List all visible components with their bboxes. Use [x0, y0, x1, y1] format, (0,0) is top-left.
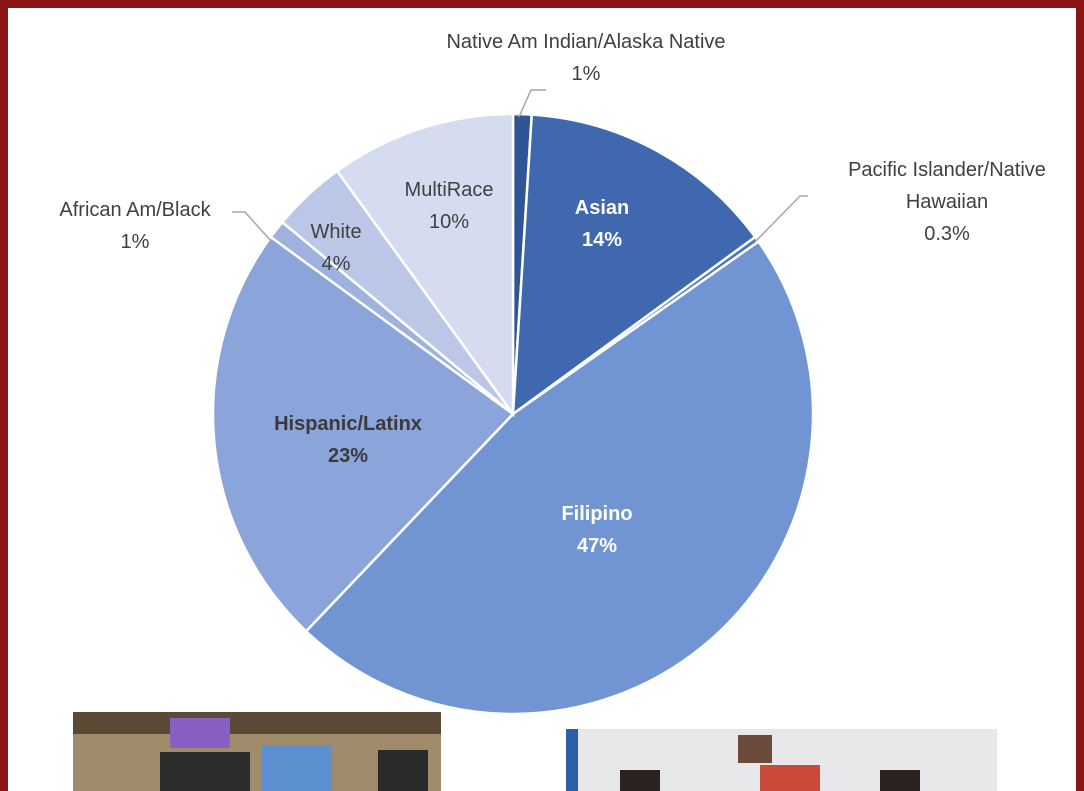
slice-percent: 10%	[428, 211, 470, 233]
slice-name: MultiRace	[404, 179, 494, 201]
photo-part	[620, 770, 660, 791]
pie-slice	[511, 113, 757, 417]
slice-name: African Am/Black	[59, 199, 211, 221]
pie-slice	[304, 239, 815, 716]
photo-part	[160, 752, 250, 791]
pie-slice	[335, 112, 515, 418]
slice-percent: 14%	[581, 229, 623, 251]
leader-lines	[232, 89, 808, 245]
slice-label: Native Am Indian/Alaska Native 1%	[386, 26, 786, 90]
leader-line	[518, 89, 546, 118]
slice-name: Hispanic/Latinx	[274, 413, 422, 435]
photo-part	[738, 735, 772, 763]
photo-part	[262, 745, 332, 791]
slice-label: Hispanic/Latinx 23%	[228, 408, 468, 472]
leader-line	[232, 211, 272, 242]
photo-part	[760, 765, 820, 791]
pie-slice	[211, 235, 515, 633]
leader-line	[752, 195, 808, 245]
photo-part	[880, 770, 920, 791]
slice-name: White	[310, 221, 362, 243]
photo-right	[566, 729, 997, 791]
slice-label: Filipino 47%	[497, 498, 697, 562]
slice-percent: 0.3%	[924, 223, 970, 245]
slice-label: Pacific Islander/Native Hawaiian 0.3%	[812, 154, 1082, 250]
pie	[211, 112, 815, 716]
slice-name: Native Am Indian/Alaska Native	[446, 31, 726, 53]
slice-percent: 23%	[327, 445, 369, 467]
slice-label: Asian 14%	[522, 192, 682, 256]
slice-name: Asian	[574, 197, 630, 219]
slice-percent: 4%	[321, 253, 351, 275]
slice-label: African Am/Black 1%	[25, 194, 245, 258]
slice-percent: 1%	[571, 63, 601, 85]
slice-label: White 4%	[286, 216, 386, 280]
slice-name: Filipino	[561, 503, 633, 525]
photo-part	[378, 750, 428, 791]
slice-percent: 47%	[576, 535, 618, 557]
slice-percent: 1%	[120, 231, 150, 253]
slice-name: Pacific Islander/Native Hawaiian	[848, 159, 1046, 213]
photo-part	[566, 729, 578, 791]
photo-part	[170, 718, 230, 748]
slice-label: MultiRace 10%	[379, 174, 519, 238]
photo-part	[73, 712, 441, 734]
photo-left	[73, 712, 441, 791]
